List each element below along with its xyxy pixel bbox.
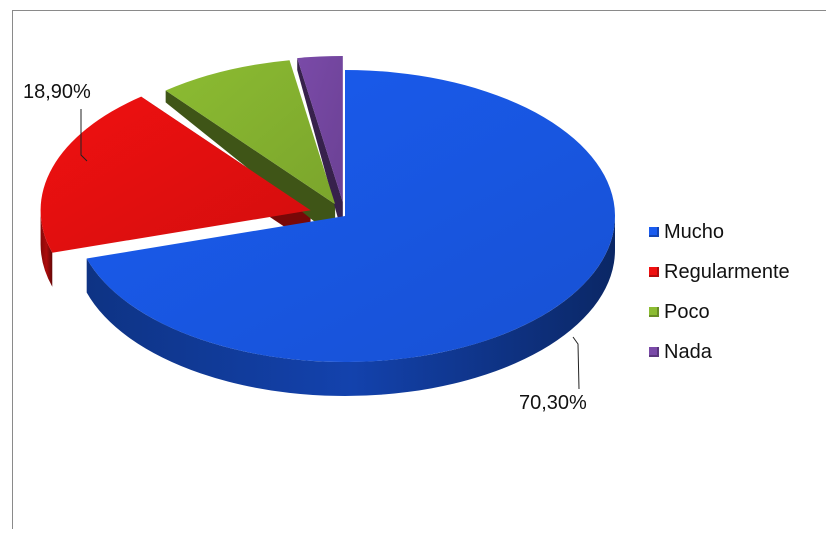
legend-label-nada: Nada (664, 340, 712, 363)
leader-line-mucho (572, 336, 580, 390)
legend-item-regularmente: Regularmente (649, 252, 790, 292)
pie-chart (40, 55, 615, 396)
data-label-regularmente: 18,90% (23, 81, 91, 103)
legend-item-nada: Nada (649, 332, 790, 372)
legend-swatch-regularmente (649, 267, 659, 277)
leader-line-regularmente (80, 109, 88, 162)
legend-item-mucho: Mucho (649, 212, 790, 252)
pie-side-mucho (86, 216, 615, 396)
chart-area: 70,30% 18,90% Mucho Regularmente Poco Na… (12, 10, 826, 529)
legend-label-regularmente: Regularmente (664, 260, 790, 283)
legend-item-poco: Poco (649, 292, 790, 332)
legend-label-mucho: Mucho (664, 220, 725, 243)
legend-label-poco: Poco (664, 300, 710, 323)
pie-slice-nada (297, 55, 343, 202)
legend-swatch-mucho (649, 227, 659, 237)
legend: Mucho Regularmente Poco Nada (649, 212, 790, 372)
pie-slice-regularmente (40, 96, 311, 253)
legend-swatch-poco (649, 307, 659, 317)
pie-wall-nada (297, 58, 343, 236)
pie-slice-mucho (86, 70, 615, 363)
pie-slice-poco (165, 60, 336, 205)
data-label-mucho: 70,30% (519, 392, 587, 414)
legend-swatch-nada (649, 347, 659, 357)
pie-side-regularmente (40, 210, 53, 287)
